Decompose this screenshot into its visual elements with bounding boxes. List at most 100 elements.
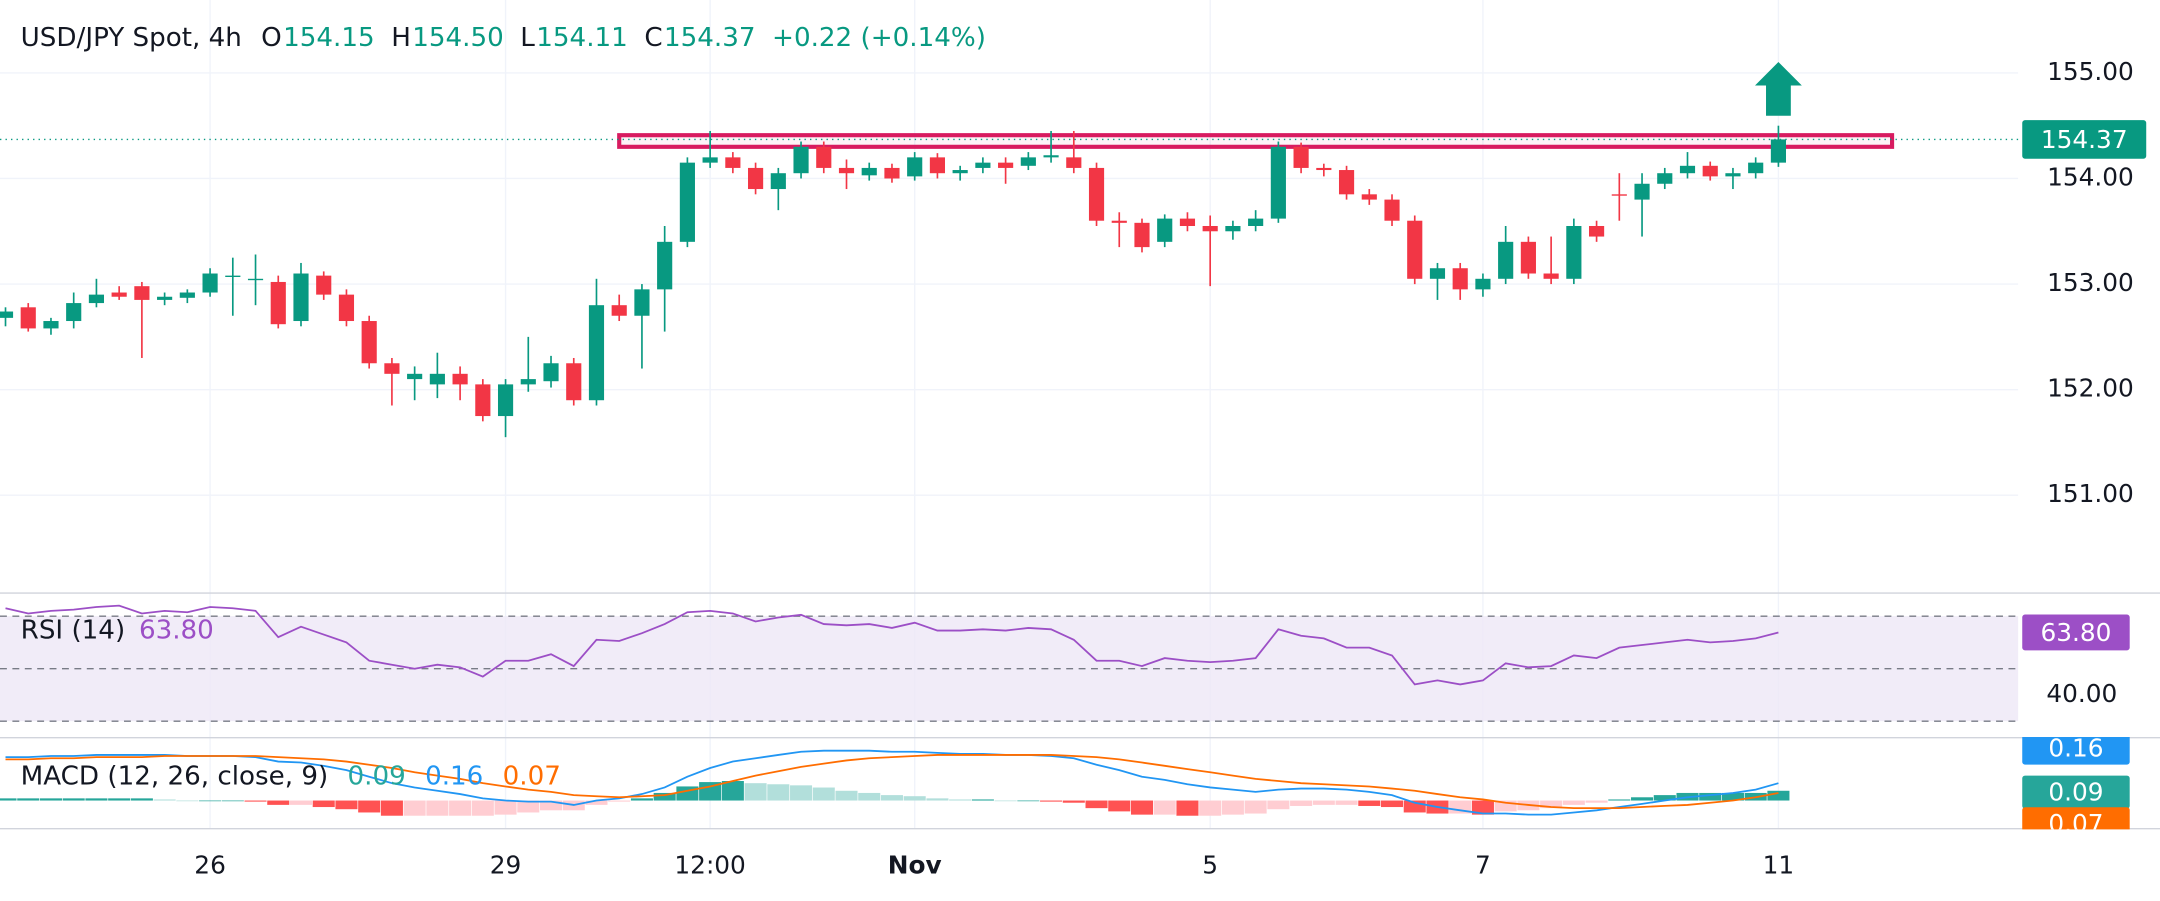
macd-value-label: 0.16 xyxy=(2048,733,2103,762)
change-label: +0.22 (+0.14%) xyxy=(772,23,986,53)
macd-histogram-bar xyxy=(380,800,403,816)
candle-body xyxy=(725,157,741,168)
candle-body xyxy=(1702,165,1718,177)
candle-body xyxy=(134,286,150,300)
x-tick-label: 29 xyxy=(490,851,522,880)
candle-body xyxy=(1111,220,1127,223)
candle-body xyxy=(1475,278,1491,290)
macd-histogram-bar xyxy=(176,800,199,802)
rsi-title: RSI (14) xyxy=(21,615,126,645)
macd-histogram-bar xyxy=(1767,790,1790,801)
macd-histogram-bar xyxy=(949,799,972,801)
candle-body xyxy=(702,157,718,163)
macd-histogram-bar xyxy=(1653,795,1676,801)
y-tick-label: 151.00 xyxy=(2047,479,2134,508)
macd-value-box xyxy=(2022,807,2130,830)
candle-body xyxy=(407,373,423,380)
candle-body xyxy=(475,384,491,417)
macd-value-label: 0.07 xyxy=(2048,809,2103,838)
candle-body xyxy=(429,373,445,385)
candle-body xyxy=(1316,167,1332,171)
macd-plot: 0.160.090.07 xyxy=(0,733,2130,838)
candle-body xyxy=(884,167,900,179)
macd-histogram-bar xyxy=(1040,800,1063,802)
candle-body xyxy=(293,273,309,322)
macd-histogram-bar xyxy=(1312,800,1335,805)
macd-histogram-bar xyxy=(1562,800,1585,805)
candle-body xyxy=(1429,268,1446,279)
y-tick-label: 153.00 xyxy=(2047,268,2134,297)
last-price-label: 154.37 xyxy=(2041,125,2128,154)
candle-body xyxy=(1066,157,1082,168)
macd-histogram-bar xyxy=(880,795,903,801)
candle-body xyxy=(1293,146,1309,168)
macd-histogram-bar xyxy=(926,798,949,801)
candle-body xyxy=(543,363,559,382)
macd-histogram-bar xyxy=(767,784,790,801)
signal-line xyxy=(5,754,1779,810)
ohlc-label: C xyxy=(644,23,662,53)
macd-histogram-bar xyxy=(1403,800,1426,813)
candle-body xyxy=(1725,173,1741,177)
macd-histogram-bar xyxy=(1471,800,1494,815)
macd-histogram-bar xyxy=(267,800,290,805)
candle-body xyxy=(452,373,468,385)
macd-legend-value: 0.16 xyxy=(425,761,483,791)
ohlc-value: 154.11 xyxy=(536,23,628,53)
macd-histogram-bar xyxy=(289,800,313,805)
y-tick-label: 155.00 xyxy=(2047,57,2134,86)
candle-body xyxy=(998,162,1014,168)
macd-histogram-bar xyxy=(335,800,358,810)
y-tick-label: 152.00 xyxy=(2047,374,2134,403)
macd-histogram-bar xyxy=(1017,800,1040,802)
macd-histogram-bar xyxy=(1062,800,1085,803)
macd-histogram-bar xyxy=(1608,799,1631,801)
macd-histogram-bar xyxy=(1221,800,1244,815)
macd-histogram-bar xyxy=(1290,800,1313,806)
candle-body xyxy=(770,173,786,190)
macd-histogram-bar xyxy=(312,800,335,808)
macd-histogram-bar xyxy=(17,798,40,801)
candle-body xyxy=(361,321,377,364)
candle-body xyxy=(907,157,923,177)
macd-histogram-bar xyxy=(585,800,608,805)
candle-body xyxy=(1589,225,1605,237)
x-tick-label: Nov xyxy=(888,851,942,880)
candle-body xyxy=(816,146,832,168)
macd-histogram-bar xyxy=(1130,800,1154,815)
macd-histogram-bar xyxy=(630,798,653,801)
macd-title: MACD (12, 26, close, 9) xyxy=(21,761,329,791)
candle-body xyxy=(1157,218,1173,242)
candle-body xyxy=(0,311,14,318)
macd-histogram-bar xyxy=(1631,797,1654,801)
candle-body xyxy=(247,278,264,281)
macd-histogram-bar xyxy=(153,799,176,801)
resistance-zone xyxy=(617,133,1895,149)
macd-histogram-bar xyxy=(721,781,744,801)
ohlc-label: O xyxy=(261,23,282,53)
candle-body xyxy=(88,294,105,304)
candle-body xyxy=(611,305,627,316)
candle-body xyxy=(1043,155,1059,158)
macd-histogram-bar xyxy=(0,798,17,801)
macd-histogram-bar xyxy=(744,783,767,801)
macd-histogram-bar xyxy=(358,800,381,813)
macd-histogram-bar xyxy=(426,800,449,816)
candle-body xyxy=(111,292,127,297)
macd-histogram-bar xyxy=(653,792,676,801)
macd-histogram-bar xyxy=(1585,800,1608,803)
last-price-box xyxy=(2022,120,2147,159)
ohlc-value: 154.37 xyxy=(664,23,756,53)
candle-body xyxy=(1566,225,1582,279)
rsi-line xyxy=(5,604,1779,686)
rsi-value-box xyxy=(2022,614,2130,651)
candle-body xyxy=(838,167,855,174)
candle-body xyxy=(66,303,82,322)
y-tick-label: 154.00 xyxy=(2047,162,2134,191)
candle-body xyxy=(157,296,173,300)
candle-body xyxy=(384,363,400,374)
candle-body xyxy=(1634,183,1650,200)
candle-body xyxy=(1202,225,1218,232)
macd-histogram-bar xyxy=(1494,800,1517,812)
candle-body xyxy=(1407,220,1423,279)
